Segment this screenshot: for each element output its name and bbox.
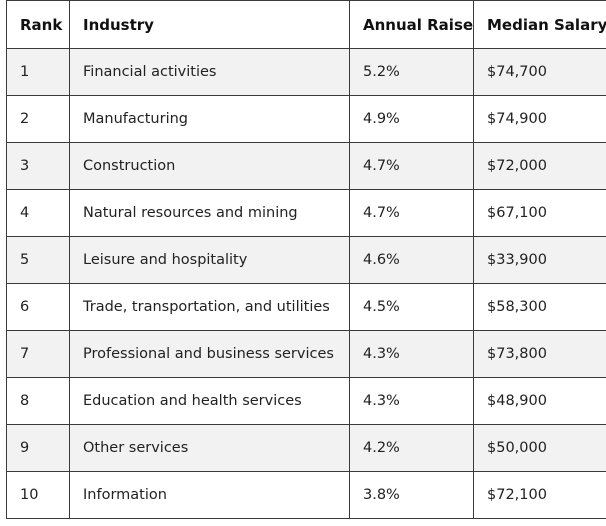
table-row: 4 Natural resources and mining 4.7% $67,… <box>6 189 606 237</box>
header-median-salary: Median Salary <box>473 0 606 49</box>
cell-industry: Manufacturing <box>69 95 350 143</box>
cell-industry: Education and health services <box>69 377 350 425</box>
header-industry: Industry <box>69 0 350 49</box>
cell-median-salary: $50,000 <box>473 424 606 472</box>
table-row: 8 Education and health services 4.3% $48… <box>6 377 606 425</box>
cell-annual-raise: 4.2% <box>349 424 474 472</box>
cell-median-salary: $73,800 <box>473 330 606 378</box>
cell-rank: 3 <box>6 142 70 190</box>
cell-industry: Trade, transportation, and utilities <box>69 283 350 331</box>
cell-annual-raise: 4.6% <box>349 236 474 284</box>
cell-rank: 4 <box>6 189 70 237</box>
cell-rank: 10 <box>6 471 70 519</box>
cell-industry: Financial activities <box>69 48 350 96</box>
cell-annual-raise: 5.2% <box>349 48 474 96</box>
table-header-row: Rank Industry Annual Raise Median Salary <box>6 0 606 49</box>
industry-table-container: Rank Industry Annual Raise Median Salary… <box>6 0 606 519</box>
header-rank: Rank <box>6 0 70 49</box>
cell-median-salary: $72,000 <box>473 142 606 190</box>
cell-annual-raise: 4.7% <box>349 189 474 237</box>
cell-rank: 2 <box>6 95 70 143</box>
cell-rank: 5 <box>6 236 70 284</box>
cell-rank: 6 <box>6 283 70 331</box>
cell-rank: 7 <box>6 330 70 378</box>
cell-median-salary: $74,900 <box>473 95 606 143</box>
cell-median-salary: $67,100 <box>473 189 606 237</box>
cell-industry: Natural resources and mining <box>69 189 350 237</box>
table-row: 10 Information 3.8% $72,100 <box>6 471 606 519</box>
cell-annual-raise: 4.3% <box>349 330 474 378</box>
cell-rank: 8 <box>6 377 70 425</box>
cell-industry: Other services <box>69 424 350 472</box>
table-row: 3 Construction 4.7% $72,000 <box>6 142 606 190</box>
table-row: 6 Trade, transportation, and utilities 4… <box>6 283 606 331</box>
table-row: 5 Leisure and hospitality 4.6% $33,900 <box>6 236 606 284</box>
cell-industry: Professional and business services <box>69 330 350 378</box>
table-row: 9 Other services 4.2% $50,000 <box>6 424 606 472</box>
cell-industry: Information <box>69 471 350 519</box>
cell-industry: Construction <box>69 142 350 190</box>
table-row: 2 Manufacturing 4.9% $74,900 <box>6 95 606 143</box>
cell-annual-raise: 4.5% <box>349 283 474 331</box>
cell-median-salary: $48,900 <box>473 377 606 425</box>
cell-annual-raise: 4.9% <box>349 95 474 143</box>
cell-industry: Leisure and hospitality <box>69 236 350 284</box>
cell-median-salary: $74,700 <box>473 48 606 96</box>
cell-median-salary: $33,900 <box>473 236 606 284</box>
cell-rank: 9 <box>6 424 70 472</box>
cell-median-salary: $58,300 <box>473 283 606 331</box>
cell-annual-raise: 4.7% <box>349 142 474 190</box>
table-row: 1 Financial activities 5.2% $74,700 <box>6 48 606 96</box>
industry-raise-table: Rank Industry Annual Raise Median Salary… <box>6 0 606 519</box>
header-annual-raise: Annual Raise <box>349 0 474 49</box>
cell-annual-raise: 4.3% <box>349 377 474 425</box>
table-row: 7 Professional and business services 4.3… <box>6 330 606 378</box>
cell-rank: 1 <box>6 48 70 96</box>
cell-median-salary: $72,100 <box>473 471 606 519</box>
cell-annual-raise: 3.8% <box>349 471 474 519</box>
